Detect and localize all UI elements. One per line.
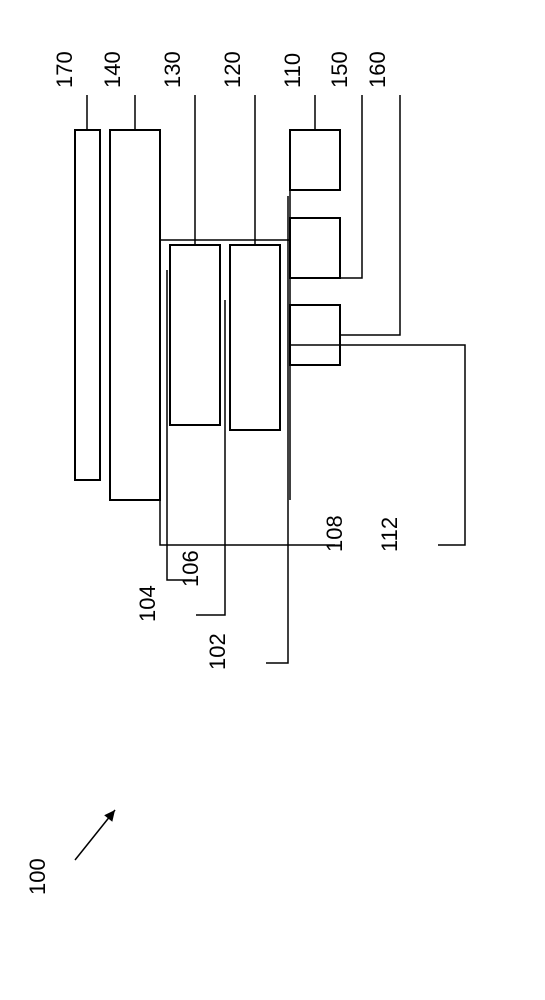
label-108: 108 — [322, 515, 347, 552]
label-130: 130 — [160, 51, 185, 88]
label-110: 110 — [280, 53, 305, 88]
label-112: 112 — [377, 517, 402, 552]
block-160 — [290, 305, 340, 365]
block-diagram: 170 140 130 120 110 150 160 108 106 104 112 102 100 — [0, 0, 545, 1000]
label-104: 104 — [135, 585, 160, 622]
block-170 — [75, 130, 100, 480]
block-130 — [170, 245, 220, 425]
block-140 — [110, 130, 160, 500]
title-arrow-head — [104, 810, 115, 822]
label-170: 170 — [52, 51, 77, 88]
label-120: 120 — [220, 51, 245, 88]
block-150 — [290, 218, 340, 278]
block-110 — [290, 130, 340, 190]
label-106: 106 — [178, 550, 203, 587]
label-160: 160 — [365, 51, 390, 88]
leader-160 — [340, 95, 400, 335]
label-140: 140 — [100, 51, 125, 88]
label-150: 150 — [327, 51, 352, 88]
block-120 — [230, 245, 280, 430]
label-100: 100 — [25, 858, 50, 895]
leader-112 — [290, 345, 465, 545]
label-102: 102 — [205, 633, 230, 670]
